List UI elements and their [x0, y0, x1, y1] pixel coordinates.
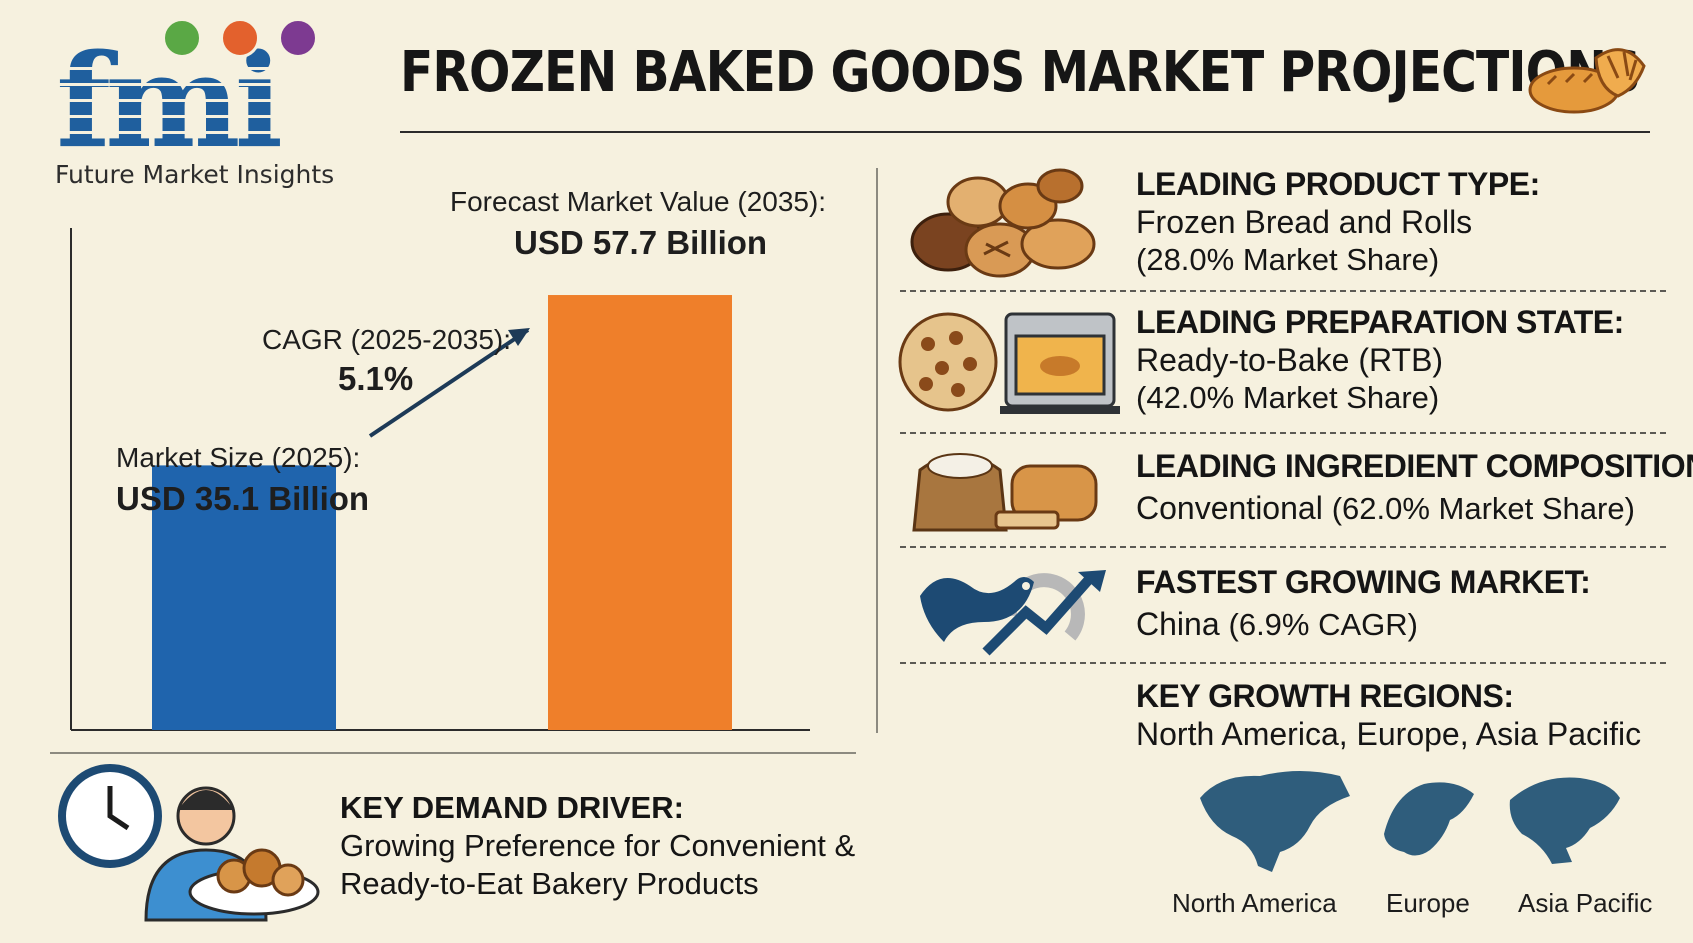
- preparation-heading: LEADING PREPARATION STATE:: [1136, 304, 1624, 340]
- bar-2025: [152, 465, 336, 730]
- regions-heading: KEY GROWTH REGIONS:: [1136, 678, 1514, 714]
- chart-svg: [70, 228, 810, 731]
- fastest-market-heading: FASTEST GROWING MARKET:: [1136, 564, 1591, 600]
- logo-company-name: Future Market Insights: [55, 160, 335, 189]
- north-america-map-icon: [1200, 771, 1350, 872]
- map-label-europe: Europe: [1386, 888, 1470, 918]
- market-size-label: Market Size (2025):: [116, 442, 361, 473]
- regions-value: North America, Europe, Asia Pacific: [1136, 716, 1642, 752]
- forecast-value: USD 57.7 Billion: [514, 224, 768, 261]
- ingredient-value: Conventional (62.0% Market Share): [1136, 490, 1635, 527]
- ingredient-heading: LEADING INGREDIENT COMPOSITION:: [1136, 448, 1693, 484]
- product-type-share: (28.0% Market Share): [1136, 242, 1440, 277]
- map-label-asia-pacific: Asia Pacific: [1518, 888, 1653, 918]
- chart-divider: [50, 752, 856, 754]
- vertical-divider: [876, 168, 878, 733]
- row-separator: [900, 546, 1666, 548]
- fastest-market-cagr: (6.9% CAGR): [1228, 607, 1418, 642]
- bar-2035: [548, 295, 732, 730]
- driver-line-1: Growing Preference for Convenient &: [340, 828, 856, 863]
- preparation-value: Ready-to-Bake (RTB): [1136, 342, 1444, 378]
- oven-icon: [898, 312, 1120, 414]
- fastest-market-value: China (6.9% CAGR): [1136, 606, 1418, 643]
- row-separator: [900, 290, 1666, 292]
- market-bar-chart: Forecast Market Value (2035): USD 57.7 B…: [50, 186, 850, 740]
- cagr-label: CAGR (2025-2035):: [262, 324, 512, 355]
- bread-basket-icon: [910, 168, 1096, 278]
- asia-globe-icon: [278, 18, 318, 58]
- fmi-logo: fmi Future Market Insights: [50, 18, 370, 193]
- americas-globe-icon: [162, 18, 202, 58]
- product-type-heading: LEADING PRODUCT TYPE:: [1136, 166, 1540, 202]
- cagr-value: 5.1%: [338, 360, 414, 397]
- forecast-label: Forecast Market Value (2035):: [450, 186, 827, 217]
- dragon-growth-icon: [920, 570, 1106, 656]
- asia-pacific-map-icon: [1509, 777, 1620, 864]
- preparation-share: (42.0% Market Share): [1136, 380, 1440, 415]
- row-separator: [900, 662, 1666, 664]
- map-label-north-america: North America: [1172, 888, 1337, 918]
- product-type-value: Frozen Bread and Rolls: [1136, 204, 1473, 240]
- consumer-clock-icon: [58, 764, 320, 922]
- market-size-value: USD 35.1 Billion: [116, 480, 370, 517]
- logo-stripes: [50, 54, 360, 172]
- europe-map-icon: [1384, 782, 1474, 856]
- cagr-arrow-line: [368, 328, 530, 438]
- croissant-bread-icon: [1528, 48, 1646, 114]
- driver-heading: KEY DEMAND DRIVER:: [340, 790, 684, 825]
- fastest-market-name: China: [1136, 606, 1220, 642]
- ingredient-name: Conventional: [1136, 490, 1323, 526]
- page-title: FROZEN BAKED GOODS MARKET PROJECTIONS: [400, 40, 1641, 105]
- europe-globe-icon: [220, 18, 260, 58]
- title-divider: [400, 131, 1650, 133]
- ingredient-share: (62.0% Market Share): [1331, 491, 1635, 526]
- flour-sack-icon: [912, 453, 1098, 532]
- row-separator: [900, 432, 1666, 434]
- cagr-arrow-head: [508, 328, 530, 346]
- driver-line-2: Ready-to-Eat Bakery Products: [340, 866, 759, 901]
